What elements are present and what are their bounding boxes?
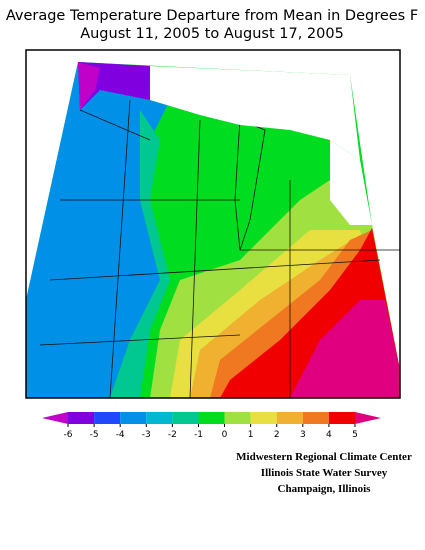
- legend-swatch: [94, 412, 121, 424]
- legend-swatch: [146, 412, 173, 424]
- outside-area: [150, 66, 360, 160]
- legend-tick-label: 4: [326, 430, 332, 440]
- legend: -6 -5 -4 -3 -2 -1 0 1 2 3 4 5: [41, 412, 382, 440]
- legend-arrow: [41, 412, 68, 424]
- legend-tick-label: 0: [222, 430, 228, 440]
- credit-line: Champaign, Illinois: [278, 483, 372, 495]
- legend-tick-label: -3: [142, 430, 151, 440]
- region-magenta: [78, 62, 100, 110]
- credit-line: Midwestern Regional Climate Center: [236, 451, 412, 463]
- legend-tick-label: -6: [64, 430, 73, 440]
- legend-swatch: [120, 412, 147, 424]
- legend-swatch: [276, 412, 303, 424]
- title-line: Average Temperature Departure from Mean …: [6, 8, 418, 24]
- legend-tick-label: 2: [274, 430, 280, 440]
- state-lines: [39, 99, 400, 398]
- legend-swatch: [68, 412, 95, 424]
- legend-swatch: [224, 412, 251, 424]
- legend-tick-label: -4: [116, 430, 125, 440]
- legend-tick-label: 1: [248, 430, 254, 440]
- legend-swatch: [172, 412, 199, 424]
- legend-swatch: [328, 412, 355, 424]
- map: [25, 49, 401, 399]
- legend-swatch: [250, 412, 277, 424]
- outside-area: [330, 140, 372, 225]
- legend-tick-label: -1: [194, 430, 203, 440]
- legend-tick-label: -5: [90, 430, 99, 440]
- credit-line: Illinois State Water Survey: [261, 467, 388, 479]
- legend-tick-label: -2: [168, 430, 177, 440]
- lake-michigan: [234, 119, 266, 251]
- region-pink: [290, 300, 400, 398]
- title-line: August 11, 2005 to August 17, 2005: [80, 26, 344, 42]
- legend-arrow: [355, 412, 382, 424]
- legend-tick-label: 5: [352, 430, 358, 440]
- region-blue: [26, 62, 170, 398]
- legend-swatch: [198, 412, 225, 424]
- legend-tick-label: 3: [300, 430, 306, 440]
- legend-swatch: [302, 412, 329, 424]
- map-frame: [25, 49, 401, 399]
